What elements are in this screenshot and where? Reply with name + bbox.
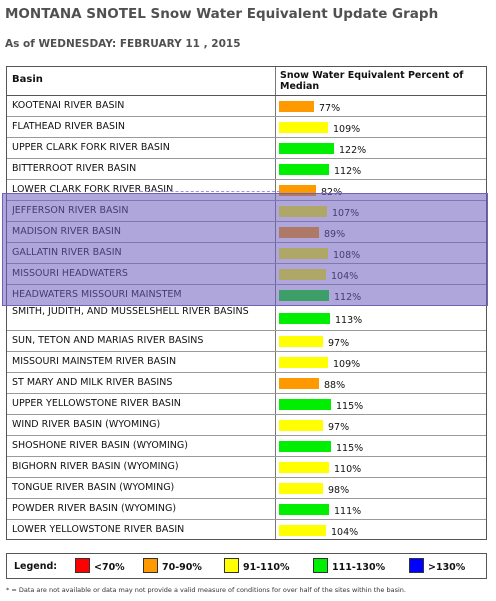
table-row: ST MARY AND MILK RIVER BASINS 88% [7, 373, 486, 394]
swe-bar [279, 313, 330, 324]
basin-name: ST MARY AND MILK RIVER BASINS [12, 377, 173, 388]
swe-bar [279, 185, 316, 196]
table-row: BITTERROOT RIVER BASIN 112% [7, 159, 486, 180]
footnote: * = Data are not available or data may n… [6, 586, 406, 594]
swe-value-label: 97% [328, 422, 350, 433]
legend-label: 91-110% [243, 562, 290, 573]
swe-value-label: 77% [319, 103, 341, 114]
legend-swatch [409, 558, 424, 573]
table-row: TONGUE RIVER BASIN (WYOMING) 98% [7, 478, 486, 499]
table-row: UPPER YELLOWSTONE RIVER BASIN 115% [7, 394, 486, 415]
table-row: WIND RIVER BASIN (WYOMING) 97% [7, 415, 486, 436]
swe-value-label: 110% [334, 464, 362, 475]
table-row: SMITH, JUDITH, AND MUSSELSHELL RIVER BAS… [7, 306, 486, 331]
table-row: POWDER RIVER BASIN (WYOMING) 111% [7, 499, 486, 520]
legend-swatch [143, 558, 158, 573]
legend-label: <70% [94, 562, 125, 573]
legend: Legend: <70% 70-90% 91-110% 111-130% >130% [6, 553, 487, 579]
basin-name: SHOSHONE RIVER BASIN (WYOMING) [12, 440, 188, 451]
table-row: LOWER YELLOWSTONE RIVER BASIN 104% [7, 520, 486, 541]
basin-name: BIGHORN RIVER BASIN (WYOMING) [12, 461, 179, 472]
swe-bar [279, 357, 328, 368]
basin-name: MISSOURI MAINSTEM RIVER BASIN [12, 356, 177, 367]
selection-highlight [2, 193, 488, 306]
basin-name: UPPER CLARK FORK RIVER BASIN [12, 142, 170, 153]
swe-value-label: 115% [336, 443, 364, 454]
basin-name: LOWER YELLOWSTONE RIVER BASIN [12, 524, 185, 535]
legend-swatch [313, 558, 328, 573]
legend-label: >130% [428, 562, 466, 573]
swe-bar [279, 336, 323, 347]
basin-column-header: Basin [12, 74, 43, 85]
table-row: FLATHEAD RIVER BASIN 109% [7, 117, 486, 138]
swe-bar [279, 483, 323, 494]
header-divider [7, 95, 486, 96]
swe-value-label: 122% [339, 145, 367, 156]
swe-bar [279, 164, 329, 175]
basin-name: TONGUE RIVER BASIN (WYOMING) [12, 482, 175, 493]
swe-bar [279, 378, 319, 389]
basin-name: WIND RIVER BASIN (WYOMING) [12, 419, 161, 430]
swe-bar [279, 399, 331, 410]
swe-bar [279, 525, 326, 536]
table-row: MISSOURI MAINSTEM RIVER BASIN 109% [7, 352, 486, 373]
swe-bar [279, 101, 314, 112]
page-title: MONTANA SNOTEL Snow Water Equivalent Upd… [5, 6, 439, 22]
swe-bar [279, 441, 331, 452]
swe-value-label: 112% [334, 166, 362, 177]
swe-value-label: 88% [324, 380, 346, 391]
legend-label: 111-130% [332, 562, 386, 573]
swe-value-label: 113% [335, 315, 363, 326]
basin-name: KOOTENAI RIVER BASIN [12, 100, 125, 111]
swe-value-label: 111% [334, 506, 362, 517]
basin-name: BITTERROOT RIVER BASIN [12, 163, 137, 174]
swe-value-label: 97% [328, 338, 350, 349]
legend-swatch [75, 558, 90, 573]
legend-swatch [224, 558, 239, 573]
basin-name: LOWER CLARK FORK RIVER BASIN [12, 184, 174, 195]
legend-title: Legend: [14, 561, 58, 572]
table-row: KOOTENAI RIVER BASIN 77% [7, 96, 486, 117]
swe-column-header: Snow Water Equivalent Percent of Median [280, 70, 464, 92]
swe-value-label: 109% [333, 359, 361, 370]
swe-value-label: 115% [336, 401, 364, 412]
basin-name: POWDER RIVER BASIN (WYOMING) [12, 503, 177, 514]
highlight-edge [140, 191, 280, 194]
swe-value-label: 82% [321, 187, 342, 198]
basin-name: FLATHEAD RIVER BASIN [12, 121, 125, 132]
swe-bar [279, 122, 328, 133]
swe-bar [279, 420, 323, 431]
basin-name: UPPER YELLOWSTONE RIVER BASIN [12, 398, 181, 409]
swe-value-label: 98% [328, 485, 350, 496]
as-of-date: As of WEDNESDAY: FEBRUARY 11 , 2015 [5, 38, 241, 50]
swe-value-label: 109% [333, 124, 361, 135]
basin-name: SMITH, JUDITH, AND MUSSELSHELL RIVER BAS… [12, 307, 249, 317]
swe-bar [279, 143, 334, 154]
legend-label: 70-90% [162, 562, 202, 573]
table-row: BIGHORN RIVER BASIN (WYOMING) 110% [7, 457, 486, 478]
swe-bar [279, 504, 329, 515]
basin-name: SUN, TETON AND MARIAS RIVER BASINS [12, 335, 204, 346]
table-row: UPPER CLARK FORK RIVER BASIN 122% [7, 138, 486, 159]
swe-bar [279, 462, 329, 473]
table-row: SUN, TETON AND MARIAS RIVER BASINS 97% [7, 331, 486, 352]
table-row: SHOSHONE RIVER BASIN (WYOMING) 115% [7, 436, 486, 457]
swe-value-label: 104% [331, 527, 359, 538]
